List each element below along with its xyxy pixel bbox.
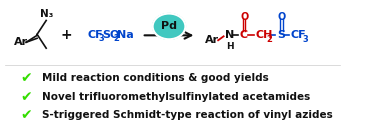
Text: S: S	[277, 30, 285, 40]
Text: O: O	[277, 11, 285, 22]
Text: H: H	[226, 42, 234, 51]
Text: 2: 2	[266, 35, 272, 44]
Text: Na: Na	[117, 30, 134, 40]
Text: Ar: Ar	[205, 35, 220, 45]
Text: 2: 2	[113, 34, 119, 43]
Text: CF: CF	[291, 30, 307, 40]
Text: S-triggered Schmidt-type reaction of vinyl azides: S-triggered Schmidt-type reaction of vin…	[42, 110, 332, 121]
Text: +: +	[60, 28, 72, 42]
Text: CF: CF	[87, 30, 103, 40]
Text: O: O	[241, 11, 249, 22]
Text: 3: 3	[303, 35, 308, 44]
Text: 3: 3	[99, 34, 105, 43]
Text: N₃: N₃	[40, 8, 53, 18]
Text: N: N	[225, 30, 235, 40]
Text: C: C	[240, 30, 248, 40]
Text: Ar: Ar	[14, 37, 28, 47]
Ellipse shape	[153, 14, 185, 39]
Text: Mild reaction conditions & good yields: Mild reaction conditions & good yields	[42, 73, 268, 83]
Text: ✔: ✔	[20, 90, 32, 104]
Text: Pd: Pd	[161, 21, 177, 31]
Text: SO: SO	[102, 30, 120, 40]
Text: CH: CH	[256, 30, 273, 40]
Text: Novel trifluoromethylsulfinylated acetamides: Novel trifluoromethylsulfinylated acetam…	[42, 92, 310, 102]
Text: ✔: ✔	[20, 71, 32, 85]
Text: ✔: ✔	[20, 109, 32, 122]
